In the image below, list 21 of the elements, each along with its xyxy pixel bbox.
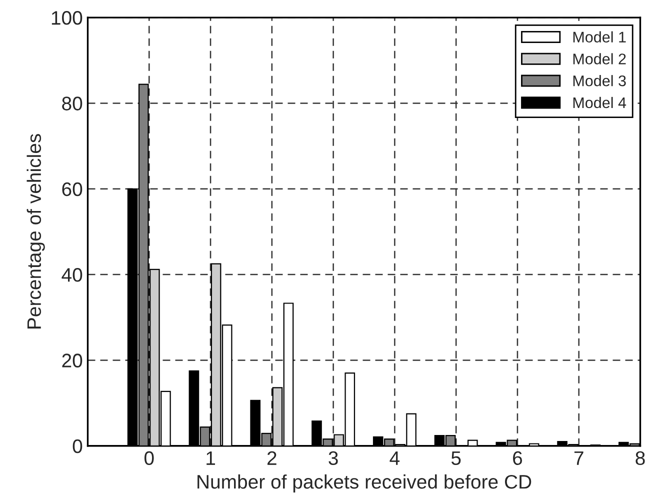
y-axis-title: Percentage of vehicles xyxy=(26,134,45,328)
legend-label: Model 4 xyxy=(573,96,626,108)
x-tick-label: 3 xyxy=(328,451,338,466)
legend-label: Model 1 xyxy=(573,31,626,43)
y-tick-label: 80 xyxy=(62,96,82,110)
legend-label: Model 2 xyxy=(573,53,626,64)
x-axis-title: Number of packets received before CD xyxy=(198,474,532,493)
x-tick-label: 0 xyxy=(144,451,154,466)
y-tick-label: 40 xyxy=(62,268,82,282)
x-tick-label: 6 xyxy=(513,451,522,466)
x-tick-label: 5 xyxy=(451,451,461,466)
x-tick-label: 7 xyxy=(574,451,584,465)
x-tick-label: 8 xyxy=(636,451,645,466)
y-tick-label: 100 xyxy=(52,11,82,25)
y-tick-label: 0 xyxy=(72,439,82,454)
x-tick-label: 4 xyxy=(390,451,400,465)
y-tick-label: 60 xyxy=(62,182,82,196)
x-tick-label: 1 xyxy=(206,451,215,465)
x-tick-label: 2 xyxy=(267,451,276,465)
legend-label: Model 3 xyxy=(573,75,626,86)
y-tick-label: 20 xyxy=(62,354,82,368)
